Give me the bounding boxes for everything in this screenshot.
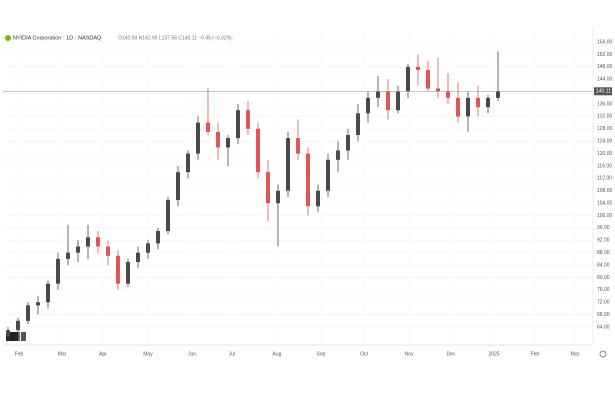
x-tick-label: May bbox=[143, 351, 153, 357]
y-tick-label: 108.00 bbox=[597, 188, 613, 194]
candle-body bbox=[16, 320, 20, 331]
x-tick-label: Mar bbox=[571, 351, 580, 357]
last-price-box bbox=[594, 87, 612, 96]
candle-body bbox=[456, 97, 460, 117]
candle-body bbox=[386, 91, 390, 111]
x-tick-label: Jun bbox=[188, 351, 196, 357]
candle-body bbox=[216, 131, 220, 148]
y-tick-label: 128.00 bbox=[597, 126, 613, 132]
x-tick-label: Feb bbox=[15, 351, 24, 357]
candle-body bbox=[236, 110, 240, 139]
x-tick-label: 2025 bbox=[488, 351, 499, 357]
chart-title: NVIDIA Corporation · 1D · NASDAQ bbox=[13, 35, 102, 41]
candles bbox=[6, 51, 500, 340]
candle-body bbox=[186, 153, 190, 173]
candle-body bbox=[166, 200, 170, 232]
y-tick-label: 132.00 bbox=[597, 114, 613, 120]
candle-body bbox=[286, 138, 290, 191]
candle-body bbox=[146, 243, 150, 253]
candle-body bbox=[336, 150, 340, 160]
candle-body bbox=[246, 110, 250, 129]
settings-icon[interactable] bbox=[599, 350, 607, 358]
candle-body bbox=[136, 252, 140, 262]
candle-body bbox=[476, 97, 480, 108]
candle-body bbox=[326, 159, 330, 191]
y-tick-label: 64.00 bbox=[597, 324, 610, 330]
candle-body bbox=[346, 135, 350, 151]
x-tick-label: Oct bbox=[360, 351, 368, 357]
y-tick-label: 116.00 bbox=[597, 163, 612, 169]
y-tick-label: 148.00 bbox=[597, 64, 613, 70]
candle-body bbox=[496, 91, 500, 98]
candle-body bbox=[86, 237, 90, 247]
candle-body bbox=[36, 302, 40, 306]
x-tick-label: Mar bbox=[58, 351, 67, 357]
y-tick-label: 100.00 bbox=[597, 213, 613, 219]
ohlc-readout: O140.58 H140.95 L137.56 C140.11 −0.45 (−… bbox=[118, 35, 233, 41]
candle-body bbox=[446, 91, 450, 98]
y-tick-label: 76.00 bbox=[597, 287, 610, 293]
y-tick-label: 136.00 bbox=[597, 101, 613, 107]
candle-body bbox=[66, 252, 70, 259]
y-tick-label: 112.00 bbox=[597, 176, 612, 182]
candle-body bbox=[406, 66, 410, 92]
y-tick-label: 152.00 bbox=[597, 52, 613, 58]
logo bbox=[6, 332, 26, 341]
candle-body bbox=[106, 246, 110, 256]
candle-body bbox=[416, 66, 420, 70]
candle-body bbox=[276, 190, 280, 204]
y-tick-label: 104.00 bbox=[597, 200, 613, 206]
candle-body bbox=[206, 122, 210, 132]
x-tick-label: Apr bbox=[99, 351, 107, 357]
grid bbox=[3, 30, 593, 345]
candle-body bbox=[396, 91, 400, 111]
candle-body bbox=[466, 97, 470, 117]
y-tick-label: 120.00 bbox=[597, 151, 613, 157]
candle-body bbox=[366, 97, 370, 114]
candle-body bbox=[156, 231, 160, 244]
candle-body bbox=[56, 258, 60, 284]
y-tick-label: 144.00 bbox=[597, 77, 613, 83]
y-tick-label: 68.00 bbox=[597, 312, 610, 318]
y-tick-label: 124.00 bbox=[597, 139, 613, 145]
y-tick-label: 92.00 bbox=[597, 238, 610, 244]
candle-body bbox=[376, 91, 380, 98]
candle-body bbox=[196, 122, 200, 154]
y-tick-label: 156.00 bbox=[597, 39, 613, 45]
y-tick-label: 80.00 bbox=[597, 275, 610, 281]
candle-body bbox=[266, 172, 270, 204]
x-tick-label: Dec bbox=[447, 351, 456, 357]
candle-body bbox=[176, 172, 180, 201]
candle-body bbox=[436, 88, 440, 92]
x-tick-label: Sep bbox=[317, 351, 326, 357]
y-tick-label: 72.00 bbox=[597, 300, 610, 306]
candle-body bbox=[116, 255, 120, 284]
candle-body bbox=[306, 153, 310, 207]
candle-body bbox=[296, 138, 300, 154]
candle-body bbox=[356, 113, 360, 135]
y-tick-label: 88.00 bbox=[597, 250, 610, 256]
candle-body bbox=[96, 237, 100, 247]
candle-body bbox=[426, 69, 430, 89]
candle-body bbox=[76, 246, 80, 253]
symbol-icon bbox=[5, 35, 11, 41]
x-tick-label: Feb bbox=[531, 351, 540, 357]
x-tick-label: Aug bbox=[273, 351, 282, 357]
candle-body bbox=[46, 283, 50, 303]
x-tick-label: Nov bbox=[405, 351, 414, 357]
candle-body bbox=[226, 138, 230, 148]
y-tick-label: 96.00 bbox=[597, 225, 610, 231]
last-price-label: 140.11 bbox=[596, 89, 611, 95]
candle-body bbox=[6, 330, 10, 337]
candle-body bbox=[126, 261, 130, 284]
candle-body bbox=[316, 190, 320, 207]
candle-body bbox=[486, 97, 490, 108]
candle-body bbox=[26, 305, 30, 321]
x-tick-label: Jul bbox=[229, 351, 235, 357]
candle-body bbox=[256, 128, 260, 173]
y-tick-label: 84.00 bbox=[597, 262, 610, 268]
